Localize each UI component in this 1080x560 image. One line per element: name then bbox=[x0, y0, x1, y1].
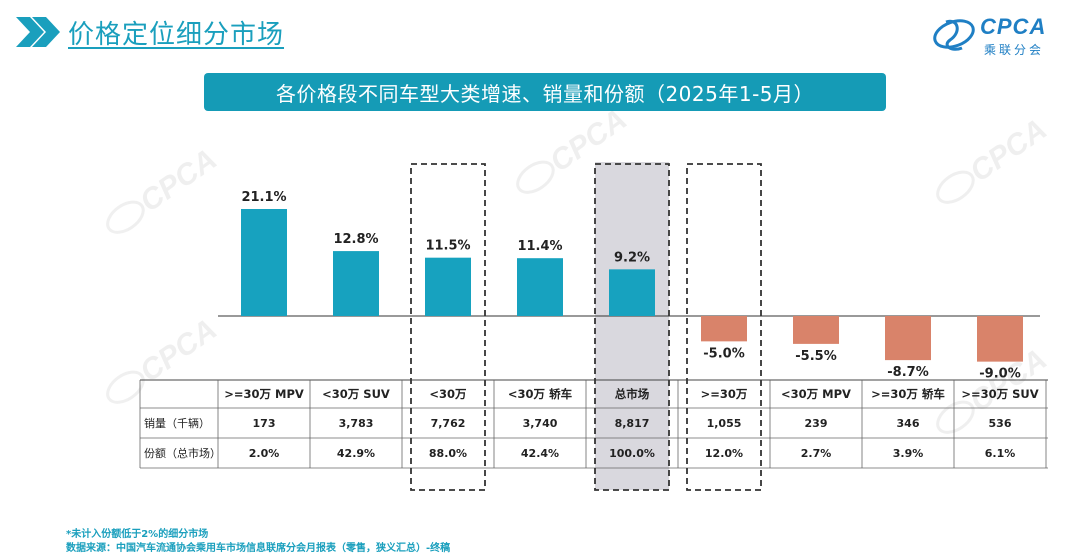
page-header: 价格定位细分市场 bbox=[14, 12, 284, 52]
category-label-2: <30万 bbox=[429, 387, 467, 401]
table-cell-0-2: 7,762 bbox=[431, 417, 466, 430]
table-cell-1-1: 42.9% bbox=[337, 447, 375, 460]
logo-text: CPCA bbox=[980, 14, 1047, 39]
svg-text:CPCA: CPCA bbox=[964, 113, 1053, 189]
value-label-3: 11.4% bbox=[517, 239, 562, 254]
value-label-6: -5.5% bbox=[795, 349, 836, 364]
bar-8 bbox=[977, 316, 1023, 362]
bar-7 bbox=[885, 316, 931, 361]
table-cell-0-0: 173 bbox=[253, 417, 276, 430]
value-label-4: 9.2% bbox=[614, 250, 650, 265]
table-cell-0-3: 3,740 bbox=[523, 417, 558, 430]
table-cell-1-5: 12.0% bbox=[705, 447, 743, 460]
data-table: >=30万 MPV <30万 SUV <30万 <30万 轿车 总市场 >=30万 <30万… bbox=[139, 379, 1048, 469]
logo-subtext: 乘联分会 bbox=[984, 43, 1045, 57]
svg-text:CPCA: CPCA bbox=[134, 313, 223, 389]
value-label-2: 11.5% bbox=[425, 239, 470, 254]
page-title: 价格定位细分市场 bbox=[68, 19, 285, 50]
table-cell-1-2: 88.0% bbox=[429, 447, 467, 460]
footnotes: *未计入份额低于2%的细分市场 数据来源：中国汽车流通协会乘用车市场信息联席分会… bbox=[66, 528, 450, 556]
value-label-8: -9.0% bbox=[979, 367, 1020, 382]
category-label-5: >=30万 bbox=[701, 387, 748, 401]
bar-3 bbox=[517, 258, 563, 316]
category-label-4: 总市场 bbox=[615, 387, 650, 401]
svg-text:CPCA: CPCA bbox=[134, 143, 223, 219]
table-cell-1-6: 2.7% bbox=[801, 447, 832, 460]
table-cell-1-7: 3.9% bbox=[893, 447, 924, 460]
bar-2 bbox=[425, 257, 471, 316]
category-label-1: <30万 SUV bbox=[322, 387, 390, 401]
bar-1 bbox=[333, 251, 379, 316]
bars-layer: 21.1% 12.8% 11.5% 11.4% 9.2% -5.0% -5.5% -8.7% -… bbox=[218, 190, 1040, 382]
table-cell-1-3: 42.4% bbox=[521, 447, 559, 460]
table-cell-0-4: 8,817 bbox=[615, 417, 650, 430]
bar-4 bbox=[609, 269, 655, 316]
category-label-0: >=30万 MPV bbox=[224, 387, 304, 401]
total-market-highlight bbox=[595, 162, 669, 490]
table-cell-1-0: 2.0% bbox=[249, 447, 280, 460]
bar-0 bbox=[241, 209, 287, 316]
table-cell-0-7: 346 bbox=[897, 417, 920, 430]
cpca-logo: CPCA 乘联分会 bbox=[932, 14, 1062, 58]
table-cell-0-8: 536 bbox=[989, 417, 1012, 430]
chart-title-banner: 各价格段不同车型大类增速、销量和份额（2025年1-5月） bbox=[204, 73, 886, 111]
category-label-6: <30万 MPV bbox=[781, 387, 851, 401]
row-label-1: 份额（总市场） bbox=[144, 446, 221, 460]
value-label-0: 21.1% bbox=[241, 190, 286, 205]
value-label-1: 12.8% bbox=[333, 232, 378, 247]
value-label-5: -5.0% bbox=[703, 346, 744, 361]
row-label-0: 销量（千辆） bbox=[144, 416, 210, 430]
category-label-3: <30万 轿车 bbox=[508, 387, 573, 401]
table-cell-0-6: 239 bbox=[805, 417, 828, 430]
table-cell-0-5: 1,055 bbox=[707, 417, 742, 430]
value-label-7: -8.7% bbox=[887, 365, 928, 380]
table-cell-1-4: 100.0% bbox=[609, 447, 655, 460]
bar-5 bbox=[701, 316, 747, 342]
table-cell-0-1: 3,783 bbox=[339, 417, 374, 430]
category-label-7: >=30万 轿车 bbox=[871, 387, 945, 401]
footnote-source: 数据来源：中国汽车流通协会乘用车市场信息联席分会月报表（零售，狭义汇总）-终稿 bbox=[66, 543, 451, 554]
watermark-2: CPCA bbox=[936, 113, 1053, 204]
bar-6 bbox=[793, 316, 839, 344]
dashed-box-0 bbox=[410, 163, 486, 491]
footnote-share: *未计入份额低于2%的细分市场 bbox=[66, 529, 209, 540]
watermark-0: CPCA bbox=[106, 143, 223, 234]
category-label-8: >=30万 SUV bbox=[961, 387, 1038, 401]
double-chevron-icon bbox=[14, 15, 62, 49]
highlight-layer bbox=[595, 162, 669, 490]
watermark-3: CPCA bbox=[106, 313, 223, 404]
table-cell-1-8: 6.1% bbox=[985, 447, 1016, 460]
